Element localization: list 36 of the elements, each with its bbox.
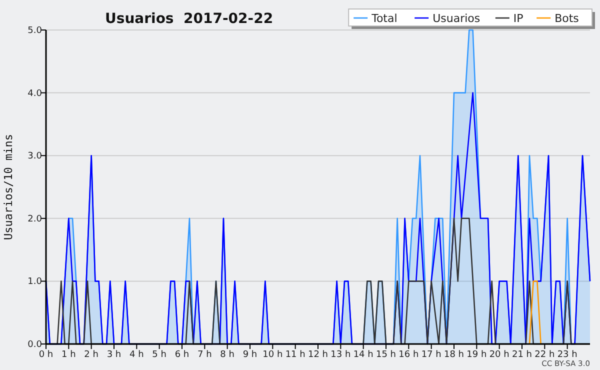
x-tick-label: 7 h (198, 350, 212, 360)
chart-title: Usuarios 2017-02-22 (105, 11, 274, 27)
x-tick-label: 11 h (285, 350, 306, 360)
x-tick-label: 5 h (152, 350, 166, 360)
y-axis-title: Usuarios/10 mins (2, 134, 15, 240)
x-tick-label: 14 h (353, 350, 374, 360)
x-tick-label: 13 h (330, 350, 351, 360)
x-tick-label: 16 h (398, 350, 419, 360)
x-tick-label: 21 h (512, 350, 532, 360)
y-tick-label: 1.0 (28, 277, 42, 288)
x-tick-label: 23 h (557, 350, 578, 360)
x-tick-label: 22 h (534, 350, 555, 360)
legend-label: Bots (554, 12, 580, 25)
x-tick-label: 0 h (38, 350, 54, 360)
x-tick-label: 20 h (489, 350, 510, 360)
x-tick-label: 2 h (84, 350, 98, 360)
x-tick-label: 17 h (421, 350, 442, 360)
y-tick-label: 4.0 (28, 88, 42, 99)
x-tick-label: 8 h (220, 350, 234, 360)
x-tick-label: 19 h (466, 350, 487, 360)
y-tick-label: 3.0 (28, 152, 42, 162)
legend-label: Usuarios (432, 12, 480, 25)
x-tick-label: 4 h (130, 350, 144, 360)
x-tick-label: 10 h (262, 350, 283, 360)
x-tick-label: 12 h (308, 350, 328, 360)
x-tick-label: 1 h (62, 350, 76, 360)
y-tick-label: 2.0 (28, 214, 42, 224)
x-tick-label: 6 h (174, 350, 190, 360)
x-tick-label: 3 h (106, 350, 122, 360)
legend-label: Total (370, 12, 398, 25)
x-tick-label: 9 h (242, 350, 258, 360)
legend-label: IP (513, 12, 524, 25)
x-tick-label: 18 h (444, 350, 464, 360)
x-tick-label: 15 h (376, 350, 396, 360)
y-tick-label: 5.0 (28, 26, 42, 36)
y-tick-label: 0.0 (28, 340, 42, 350)
